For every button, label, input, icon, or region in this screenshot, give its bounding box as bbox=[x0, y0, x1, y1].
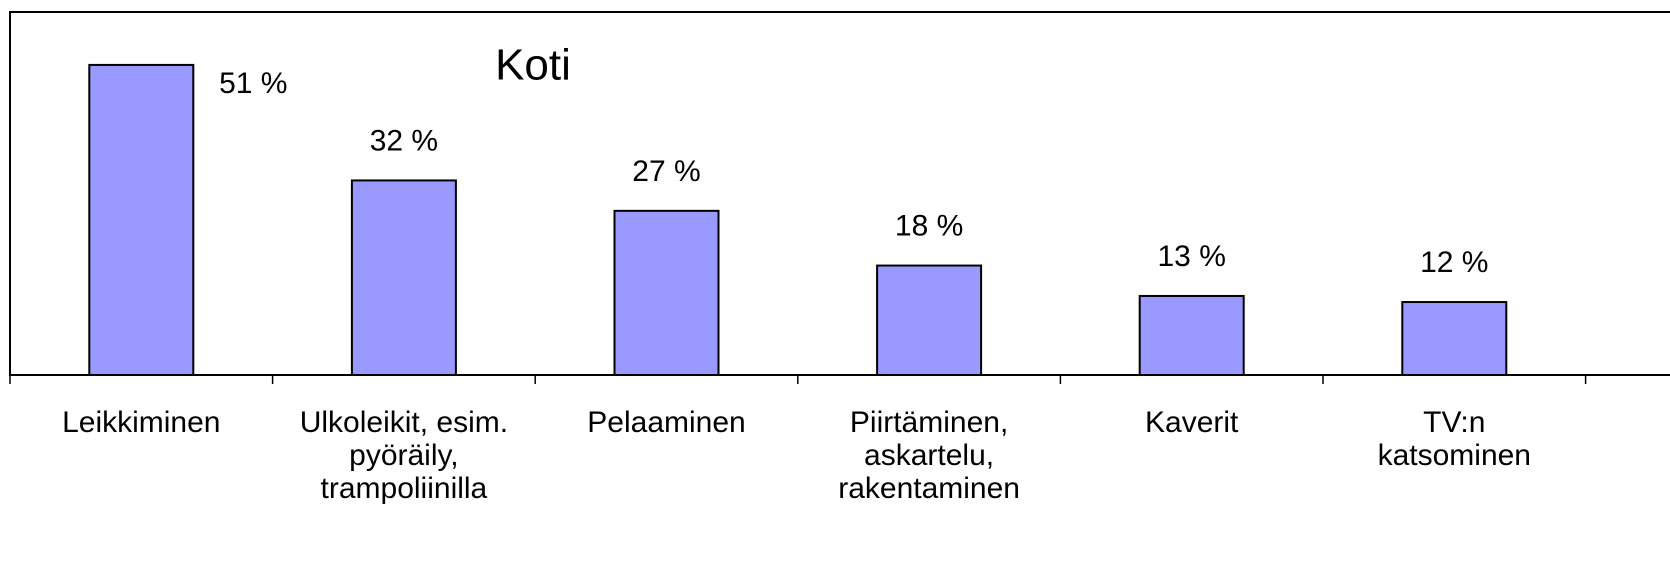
bar bbox=[88, 63, 195, 376]
x-tick-label: Ulkoleikit, esim. pyöräily, trampoliinil… bbox=[299, 406, 509, 505]
value-label: 51 % bbox=[219, 67, 287, 100]
value-label: 18 % bbox=[895, 209, 963, 242]
bar bbox=[876, 264, 983, 376]
value-label: 13 % bbox=[1158, 240, 1226, 273]
x-tick-label: Piirtäminen, askartelu, rakentaminen bbox=[838, 406, 1020, 505]
value-label: 12 % bbox=[1420, 246, 1488, 279]
x-tick-label: TV:n katsominen bbox=[1377, 406, 1531, 472]
bar bbox=[613, 209, 720, 376]
bar bbox=[350, 179, 457, 376]
x-tick-label: Kaverit bbox=[1145, 406, 1239, 439]
bar bbox=[1401, 301, 1508, 377]
x-tick-label: Leikkiminen bbox=[62, 406, 221, 439]
value-label: 27 % bbox=[632, 155, 700, 188]
x-tick-label: Pelaaminen bbox=[587, 406, 746, 439]
bar bbox=[1138, 294, 1245, 376]
chart-title: Koti bbox=[495, 41, 571, 90]
value-label: 32 % bbox=[370, 124, 438, 157]
